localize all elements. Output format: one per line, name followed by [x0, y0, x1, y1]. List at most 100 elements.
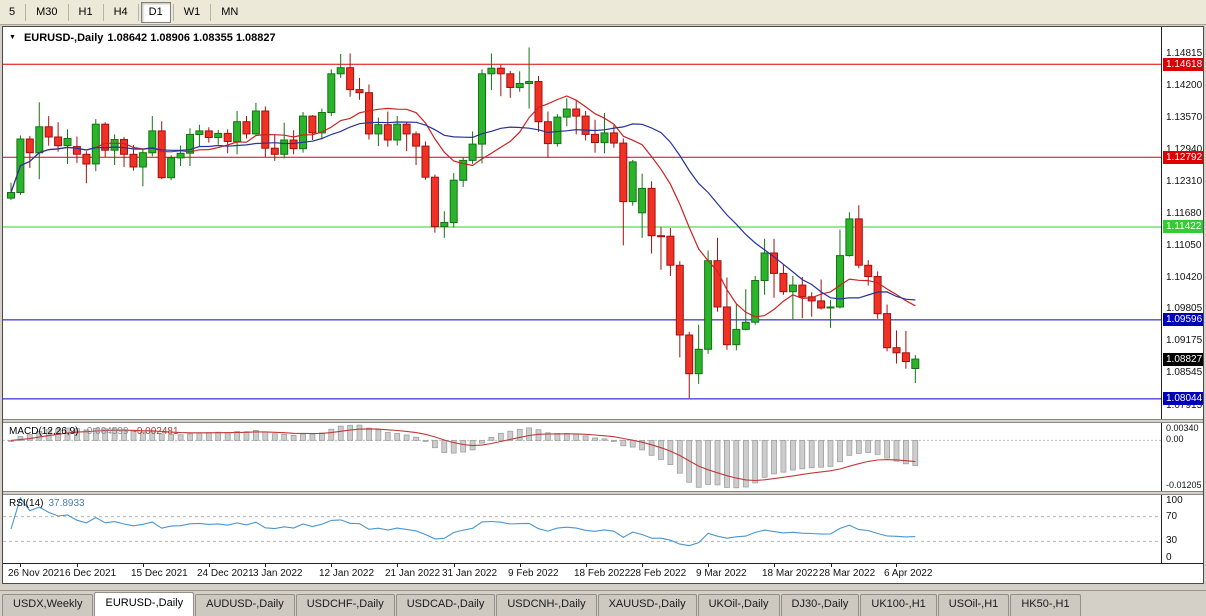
rsi-axis-label: 0	[1166, 552, 1172, 563]
chart-symbol-label: EURUSD-,Daily	[23, 32, 104, 44]
chart-tab-usdchf-daily[interactable]: USDCHF-,Daily	[295, 594, 395, 616]
price-level-badge: 1.11422	[1163, 220, 1203, 233]
price-axis[interactable]: 1.14815 1.14200 1.13570 1.12940 1.12310 1.116…	[1161, 27, 1203, 563]
date-axis-tick	[77, 564, 78, 567]
toolbar-separator	[102, 3, 104, 21]
macd-name: MACD(12,26,9)	[9, 426, 79, 437]
date-axis-tick	[143, 564, 144, 567]
date-axis-label: 18 Mar 2022	[762, 568, 819, 579]
rsi-axis-label: 70	[1166, 511, 1178, 522]
timeframe-button-h1[interactable]: H1	[78, 6, 93, 18]
price-level-badge: 1.12792	[1163, 151, 1203, 164]
date-axis-label: 3 Jan 2022	[253, 568, 303, 579]
chart-tab-usdcad-daily[interactable]: USDCAD-,Daily	[395, 594, 496, 616]
timeframe-button-5[interactable]: 5	[9, 6, 16, 18]
price-level-badge: 1.08827	[1163, 353, 1203, 366]
chart-tab-usdx-weekly[interactable]: USDX,Weekly	[2, 594, 94, 616]
rsi-axis-label: 30	[1166, 535, 1178, 546]
chart-tab-eurusd-daily[interactable]: EURUSD-,Daily	[94, 592, 195, 616]
date-axis-tick	[896, 564, 897, 567]
date-axis-tick	[331, 564, 332, 567]
date-axis-label: 9 Feb 2022	[508, 568, 559, 579]
price-axis-label: 1.07915	[1166, 400, 1203, 411]
toolbar-separator	[67, 3, 69, 21]
price-axis-label: 1.14200	[1166, 80, 1203, 91]
macd-canvas[interactable]	[3, 423, 1161, 491]
rsi-label: RSI(14) 37.8933	[9, 498, 85, 509]
price-axis-label: 1.14815	[1166, 48, 1203, 59]
macd-axis-label: -0.01205	[1166, 480, 1202, 490]
price-axis-label: 1.12940	[1166, 144, 1203, 155]
price-axis-label: 1.11050	[1166, 240, 1202, 251]
timeframe-button-m30[interactable]: M30	[36, 6, 58, 18]
chart-tab-ukoil-daily[interactable]: UKOil-,Daily	[697, 594, 780, 616]
date-axis-label: 6 Dec 2021	[65, 568, 117, 579]
timeframe-button-w1[interactable]: W1	[183, 6, 201, 18]
date-axis-tick	[774, 564, 775, 567]
price-axis-label: 1.08545	[1166, 367, 1203, 378]
macd-signal-value: -0.002481	[133, 426, 179, 437]
chart-tab-hk50-h1[interactable]: HK50-,H1	[1010, 594, 1081, 616]
price-level-badge: 1.14618	[1163, 58, 1203, 71]
toolbar-separator	[137, 3, 139, 21]
macd-value: -0.004599	[83, 426, 129, 437]
date-axis-label: 24 Dec 2021	[197, 568, 254, 579]
chart-tab-uk100-h1[interactable]: UK100-,H1	[860, 594, 937, 616]
toolbar-separator	[25, 3, 27, 21]
chart-title: ▼ EURUSD-,Daily 1.08642 1.08906 1.08355 1.…	[9, 32, 276, 44]
date-axis-label: 28 Mar 2022	[819, 568, 876, 579]
date-axis-label: 28 Feb 2022	[630, 568, 687, 579]
price-chart-canvas[interactable]	[3, 27, 1161, 419]
date-axis-label: 9 Mar 2022	[696, 568, 747, 579]
date-axis-label: 12 Jan 2022	[319, 568, 375, 579]
price-axis-label: 1.10420	[1166, 272, 1203, 283]
price-axis-label: 1.13570	[1166, 112, 1203, 123]
rsi-axis-label: 100	[1166, 495, 1183, 506]
price-axis-label: 1.09805	[1166, 303, 1203, 314]
chart-tab-dj30-daily[interactable]: DJ30-,Daily	[780, 594, 860, 616]
price-level-badge: 1.08044	[1163, 392, 1203, 405]
panel-splitter-rsi[interactable]	[3, 491, 1203, 495]
date-axis-tick	[454, 564, 455, 567]
chart-dropdown-icon[interactable]: ▼	[9, 34, 16, 41]
timeframe-button-mn[interactable]: MN	[221, 6, 239, 18]
chart-tab-bar: USDX,Weekly EURUSD-,Daily AUDUSD-,Daily USD…	[0, 590, 1206, 616]
date-axis-tick	[642, 564, 643, 567]
macd-axis-label: 0.00340	[1166, 423, 1199, 433]
date-axis-tick	[520, 564, 521, 567]
timeframe-button-d1[interactable]: D1	[140, 1, 171, 23]
rsi-name: RSI(14)	[9, 498, 44, 509]
timeframe-button-h4[interactable]: H4	[113, 6, 128, 18]
chart-ohlc-values: 1.08642 1.08906 1.08355 1.08827	[107, 32, 276, 44]
chart-tab-usoil-h1[interactable]: USOil-,H1	[937, 594, 1010, 616]
rsi-value: 37.8933	[48, 498, 85, 509]
macd-label: MACD(12,26,9) -0.004599 -0.002481	[9, 426, 179, 437]
timeframe-toolbar: 5 M30 H1 H4 D1 W1 MN	[0, 0, 1206, 25]
date-axis[interactable]: 26 Nov 2021 6 Dec 2021 15 Dec 2021 24 Dec 2…	[3, 563, 1203, 583]
date-axis-tick	[708, 564, 709, 567]
price-level-badge: 1.09596	[1163, 313, 1203, 326]
toolbar-separator	[172, 3, 174, 21]
date-axis-label: 6 Apr 2022	[884, 568, 933, 579]
chart-window: ▼ EURUSD-,Daily 1.08642 1.08906 1.08355 1.…	[2, 26, 1204, 584]
price-axis-label: 1.09175	[1166, 335, 1203, 346]
date-axis-label: 21 Jan 2022	[385, 568, 441, 579]
price-axis-label: 1.11680	[1166, 208, 1202, 219]
date-axis-label: 26 Nov 2021	[8, 568, 65, 579]
date-axis-tick	[831, 564, 832, 567]
date-axis-label: 15 Dec 2021	[131, 568, 188, 579]
chart-tab-xauusd-daily[interactable]: XAUUSD-,Daily	[597, 594, 697, 616]
date-axis-tick	[20, 564, 21, 567]
macd-axis-label: 0.00	[1166, 434, 1184, 444]
rsi-canvas[interactable]	[3, 495, 1161, 563]
date-axis-label: 31 Jan 2022	[442, 568, 498, 579]
date-axis-tick	[265, 564, 266, 567]
chart-tab-audusd-daily[interactable]: AUDUSD-,Daily	[195, 594, 295, 616]
date-axis-tick	[209, 564, 210, 567]
date-axis-tick	[397, 564, 398, 567]
date-axis-tick	[586, 564, 587, 567]
toolbar-separator	[210, 3, 212, 21]
panel-splitter-macd[interactable]	[3, 419, 1203, 423]
chart-tab-usdcnh-daily[interactable]: USDCNH-,Daily	[496, 594, 597, 616]
